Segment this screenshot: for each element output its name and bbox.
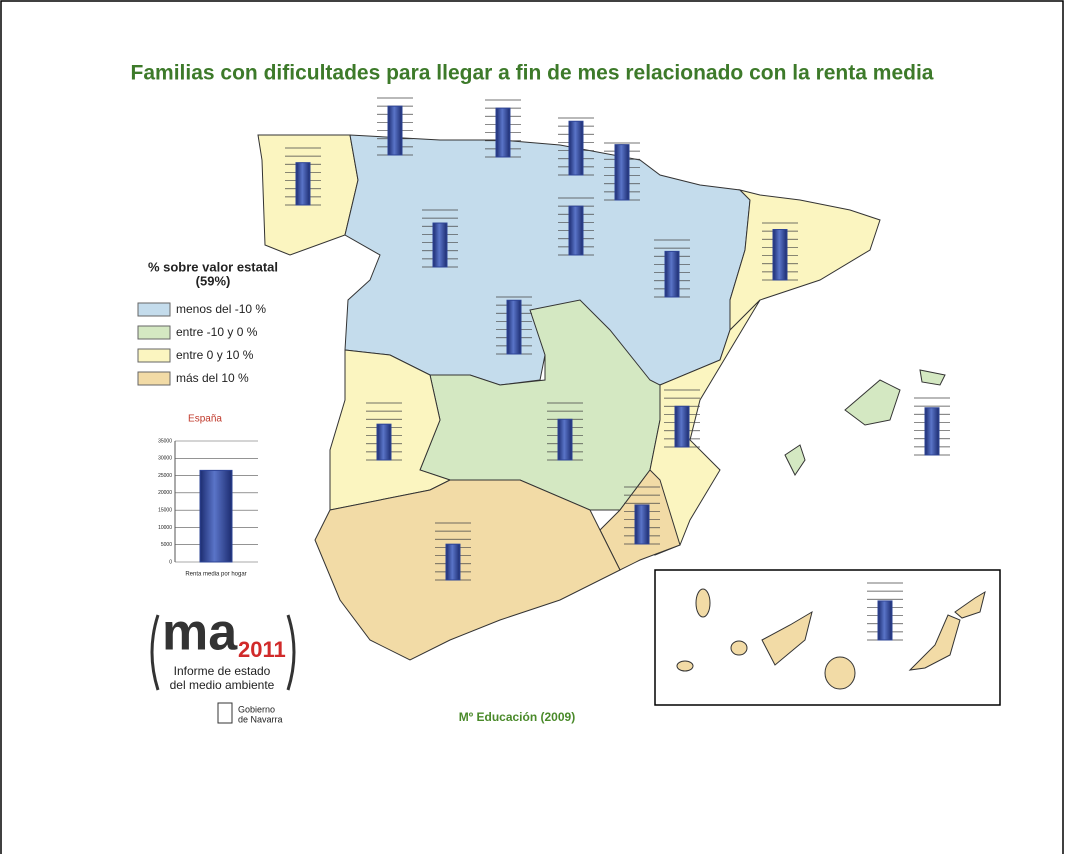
region-bar xyxy=(614,144,630,201)
region-bar xyxy=(387,105,403,156)
bar xyxy=(199,469,233,563)
region-bar xyxy=(674,405,690,448)
y-tick-label: 35000 xyxy=(158,438,172,444)
region-bar xyxy=(772,229,788,281)
gov-text: Gobierno xyxy=(238,704,275,714)
region-bar xyxy=(568,205,584,256)
region xyxy=(649,299,761,556)
region-bar xyxy=(445,543,461,581)
legend-swatch xyxy=(137,371,171,386)
region xyxy=(844,379,901,426)
region xyxy=(729,189,881,332)
chart-title: España xyxy=(188,414,222,425)
legend-title: % sobre valor estatal xyxy=(148,259,278,274)
map-title: Familias con dificultades para llegar a … xyxy=(131,62,934,85)
legend-label: entre -10 y 0 % xyxy=(176,325,258,339)
y-tick-label: 30000 xyxy=(158,456,172,462)
legend-label: más del 10 % xyxy=(176,371,249,385)
y-tick-label: 5000 xyxy=(161,542,172,548)
region xyxy=(908,614,961,671)
region-bar xyxy=(877,600,893,641)
region xyxy=(314,479,621,661)
bracket xyxy=(150,614,160,691)
gov-text: de Navarra xyxy=(238,714,283,724)
region xyxy=(676,660,694,672)
region-bar xyxy=(376,423,392,461)
logo: ma 2011 Informe de estado del medio ambi… xyxy=(150,604,296,724)
logo-year: 2011 xyxy=(238,637,286,662)
y-tick-label: 25000 xyxy=(158,473,172,479)
region-bar xyxy=(506,299,522,355)
y-tick-label: 0 xyxy=(169,559,172,565)
region-bar xyxy=(568,120,584,176)
legend-swatch xyxy=(137,302,171,317)
region-bar xyxy=(634,504,650,545)
region-bar xyxy=(557,418,573,461)
legend-swatch xyxy=(137,348,171,363)
logo-text: Informe de estado xyxy=(174,664,271,678)
legend-swatch xyxy=(137,325,171,340)
legend-label: menos del -10 % xyxy=(176,302,266,316)
source: Mº Educación (2009) xyxy=(459,710,575,724)
coat-of-arms xyxy=(217,702,233,724)
region xyxy=(730,640,748,656)
region xyxy=(954,590,986,619)
region xyxy=(761,610,813,666)
region xyxy=(784,444,806,476)
bracket xyxy=(286,614,296,691)
region-bar xyxy=(432,222,448,268)
region-bar xyxy=(924,407,940,456)
region-bar xyxy=(295,162,311,206)
y-tick-label: 10000 xyxy=(158,525,172,531)
legend-label: entre 0 y 10 % xyxy=(176,348,254,362)
logo-text: del medio ambiente xyxy=(170,678,275,692)
region xyxy=(695,588,711,618)
y-tick-label: 20000 xyxy=(158,490,172,496)
legend-subtitle: (59%) xyxy=(196,273,231,288)
region-bar xyxy=(664,250,680,298)
x-tick-label: Renta media por hogar xyxy=(185,572,246,578)
region-bar xyxy=(495,107,511,158)
region xyxy=(919,369,946,386)
region xyxy=(824,656,856,690)
logo-name: ma xyxy=(162,604,238,662)
y-tick-label: 15000 xyxy=(158,507,172,513)
